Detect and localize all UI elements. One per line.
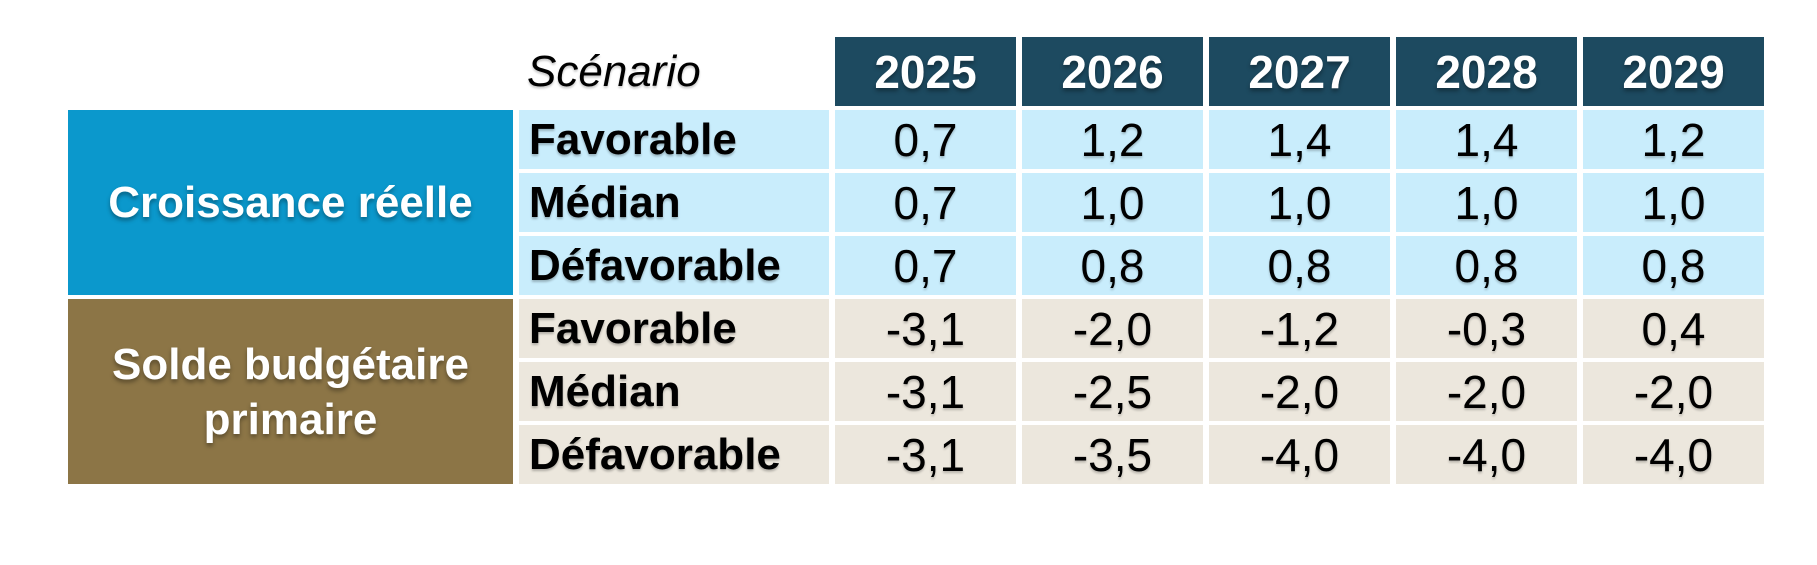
- value-cell: 1,0: [1209, 173, 1390, 232]
- scenario-label: Médian: [519, 362, 829, 421]
- value-cell: 1,0: [1396, 173, 1577, 232]
- value-cell: 1,0: [1022, 173, 1203, 232]
- value-cell: 1,0: [1583, 173, 1764, 232]
- year-header-2029: 2029: [1583, 37, 1764, 106]
- year-header-2028: 2028: [1396, 37, 1577, 106]
- value-cell: 0,7: [835, 173, 1016, 232]
- year-header-2026: 2026: [1022, 37, 1203, 106]
- value-cell: -2,0: [1396, 362, 1577, 421]
- value-cell: -3,5: [1022, 425, 1203, 484]
- scenario-label: Défavorable: [519, 236, 829, 295]
- value-cell: -0,3: [1396, 299, 1577, 358]
- value-cell: -3,1: [835, 299, 1016, 358]
- scenario-label: Médian: [519, 173, 829, 232]
- value-cell: 1,4: [1396, 110, 1577, 169]
- value-cell: 0,7: [835, 110, 1016, 169]
- year-header-2025: 2025: [835, 37, 1016, 106]
- value-cell: 0,4: [1583, 299, 1764, 358]
- value-cell: -2,0: [1209, 362, 1390, 421]
- scenario-table: Scénario 2025 2026 2027 2028 2029 Croiss…: [68, 37, 1764, 484]
- value-cell: -1,2: [1209, 299, 1390, 358]
- year-header-2027: 2027: [1209, 37, 1390, 106]
- value-cell: 0,8: [1396, 236, 1577, 295]
- value-cell: 1,2: [1022, 110, 1203, 169]
- value-cell: -4,0: [1583, 425, 1764, 484]
- scenario-label: Favorable: [519, 299, 829, 358]
- group-label-croissance-reelle: Croissance réelle: [68, 110, 513, 295]
- value-cell: 1,2: [1583, 110, 1764, 169]
- scenario-column-header: Scénario: [527, 46, 701, 96]
- value-cell: 1,4: [1209, 110, 1390, 169]
- value-cell: -2,5: [1022, 362, 1203, 421]
- value-cell: -3,1: [835, 362, 1016, 421]
- value-cell: -2,0: [1583, 362, 1764, 421]
- value-cell: 0,8: [1209, 236, 1390, 295]
- value-cell: -4,0: [1209, 425, 1390, 484]
- value-cell: 0,8: [1583, 236, 1764, 295]
- value-cell: 0,8: [1022, 236, 1203, 295]
- value-cell: -2,0: [1022, 299, 1203, 358]
- scenario-label: Favorable: [519, 110, 829, 169]
- value-cell: -4,0: [1396, 425, 1577, 484]
- group-label-solde-budgetaire-primaire: Solde budgétaire primaire: [68, 299, 513, 484]
- scenario-label: Défavorable: [519, 425, 829, 484]
- value-cell: 0,7: [835, 236, 1016, 295]
- value-cell: -3,1: [835, 425, 1016, 484]
